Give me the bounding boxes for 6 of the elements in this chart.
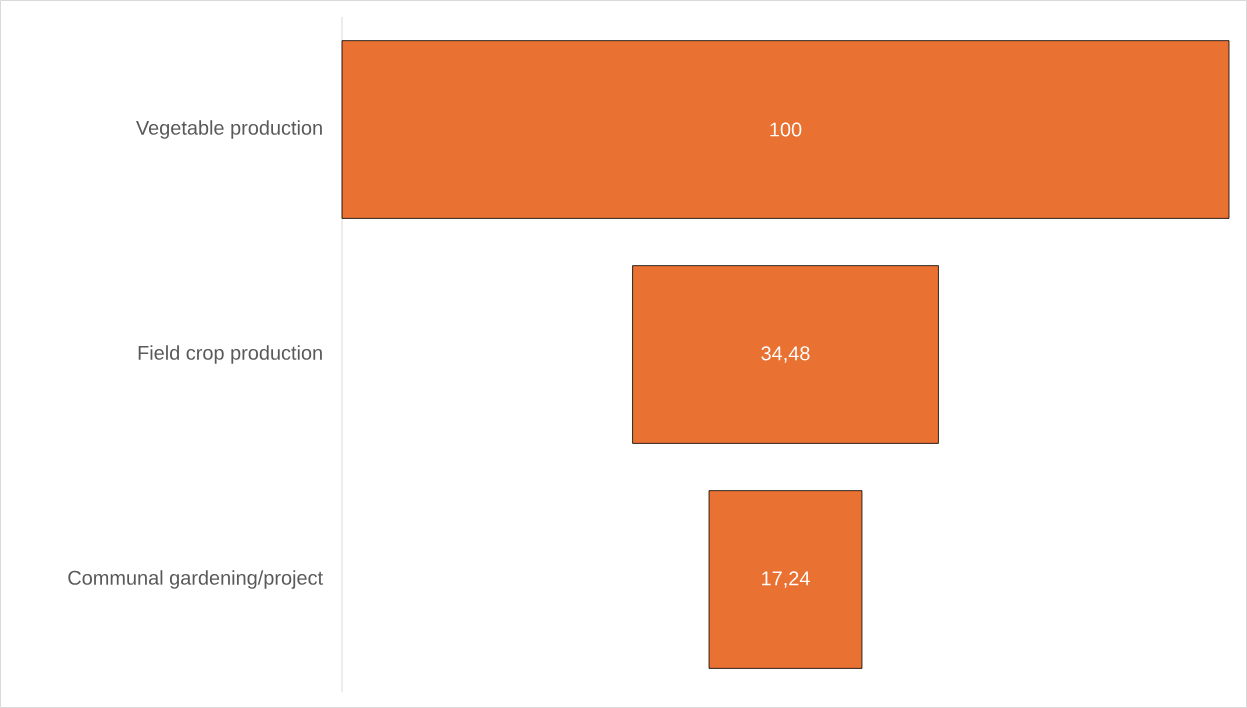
category-label: Vegetable production xyxy=(136,120,322,139)
data-label: 34,48 xyxy=(761,346,810,363)
category-label: Communal gardening/project xyxy=(68,570,323,589)
category-label: Field crop production xyxy=(138,345,322,364)
data-label: 17,24 xyxy=(762,571,810,588)
data-label: 100 xyxy=(770,122,802,137)
